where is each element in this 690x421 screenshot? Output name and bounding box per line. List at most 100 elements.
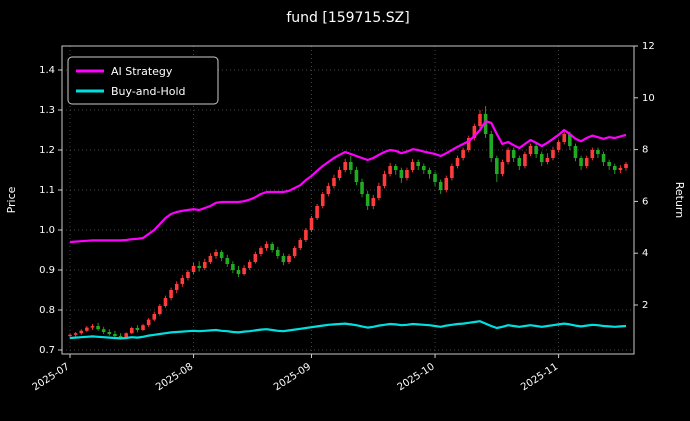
- candle-body: [141, 325, 145, 330]
- candle-body: [545, 158, 550, 162]
- candle-body: [349, 162, 353, 170]
- candle-body: [377, 186, 381, 198]
- candle-body: [253, 254, 258, 262]
- legend: AI Strategy Buy-and-Hold: [67, 56, 219, 105]
- candle-body: [242, 268, 246, 274]
- candle-body: [326, 186, 331, 194]
- ai-strategy-line: [69, 120, 627, 244]
- candle-body: [315, 206, 319, 218]
- candle-body: [292, 248, 297, 256]
- left-tick-label: 0.8: [39, 305, 55, 316]
- right-tick-label: 12: [642, 41, 655, 52]
- candle-body: [607, 162, 611, 166]
- candle-body: [281, 256, 286, 262]
- candle-body: [478, 114, 482, 126]
- candle-body: [399, 170, 404, 178]
- candle-body: [320, 194, 325, 206]
- candle-body: [219, 252, 224, 258]
- right-tick-label: 4: [642, 248, 648, 259]
- legend-label-buy-and-hold: Buy-and-Hold: [111, 85, 186, 98]
- candle-body: [135, 328, 140, 330]
- candle-body: [433, 174, 437, 182]
- candle-body: [556, 142, 561, 150]
- candle-body: [388, 166, 392, 174]
- candle-body: [612, 166, 617, 170]
- candle-body: [152, 314, 157, 320]
- candle-body: [174, 284, 179, 290]
- candle-body: [264, 244, 269, 248]
- candle-body: [309, 218, 314, 230]
- candle-body: [506, 150, 510, 162]
- candle-body: [304, 230, 308, 240]
- candle-body: [618, 168, 623, 170]
- legend-box: [67, 56, 219, 105]
- candle-body: [483, 114, 488, 134]
- left-tick-label: 0.7: [39, 345, 55, 356]
- plot-border: [61, 45, 635, 355]
- candle-body: [461, 150, 465, 158]
- candle-body: [107, 332, 112, 334]
- candle-body: [259, 248, 263, 254]
- candle-body: [590, 150, 595, 158]
- candle-body: [573, 146, 578, 158]
- candle-body: [332, 178, 336, 186]
- candle-body: [208, 256, 213, 262]
- candle-body: [158, 306, 162, 314]
- candle-body: [163, 298, 168, 306]
- x-tick-label: 2025-07: [31, 361, 72, 393]
- candle-body: [624, 164, 628, 168]
- candle-body: [270, 244, 274, 250]
- candle-body: [601, 154, 606, 162]
- candle-body: [568, 134, 572, 146]
- left-tick-label: 1.3: [39, 105, 55, 116]
- candle-body: [191, 266, 196, 272]
- candle-body: [596, 150, 600, 154]
- candle-body: [225, 258, 230, 264]
- right-tick-label: 6: [642, 196, 648, 207]
- candle-body: [495, 158, 499, 174]
- candle-body: [129, 328, 134, 334]
- x-tick-label: 2025-08: [154, 361, 195, 393]
- candle-body: [186, 272, 190, 278]
- candle-body: [118, 336, 123, 338]
- candle-body: [287, 256, 291, 262]
- candle-body: [90, 326, 95, 328]
- candle-body: [371, 198, 376, 206]
- y-axis-label-price: Price: [5, 186, 18, 213]
- candle-body: [405, 170, 409, 178]
- candle-body: [562, 134, 567, 142]
- candle-body: [202, 262, 207, 268]
- x-tick-label: 2025-11: [519, 361, 560, 393]
- y-axis-label-return: Return: [673, 182, 686, 219]
- buy-and-hold-line: [69, 320, 627, 340]
- candle-body: [343, 162, 347, 170]
- candle-body: [124, 333, 128, 338]
- candle-body: [450, 166, 454, 178]
- right-tick-label: 2: [642, 300, 648, 311]
- candle-body: [472, 126, 477, 138]
- candle-body: [360, 182, 364, 194]
- candle-body: [584, 158, 589, 166]
- right-tick-label: 8: [642, 145, 648, 156]
- right-tick-label: 10: [642, 93, 655, 104]
- candle-body: [551, 150, 555, 158]
- candle-body: [511, 150, 516, 158]
- x-tick-label: 2025-10: [396, 361, 437, 393]
- candle-body: [422, 166, 426, 170]
- candle-body: [146, 319, 151, 326]
- candle-body: [410, 162, 415, 170]
- candle-body: [528, 146, 533, 154]
- candle-body: [438, 182, 443, 190]
- candle-body: [197, 266, 201, 268]
- candle-body: [444, 178, 449, 190]
- candle-body: [275, 250, 280, 256]
- candle-body: [298, 240, 303, 248]
- candle-body: [500, 162, 505, 174]
- candle-body: [365, 194, 370, 206]
- candle-body: [382, 174, 387, 186]
- candle-body: [489, 134, 494, 158]
- candle-body: [523, 154, 527, 166]
- left-tick-label: 0.9: [39, 265, 55, 276]
